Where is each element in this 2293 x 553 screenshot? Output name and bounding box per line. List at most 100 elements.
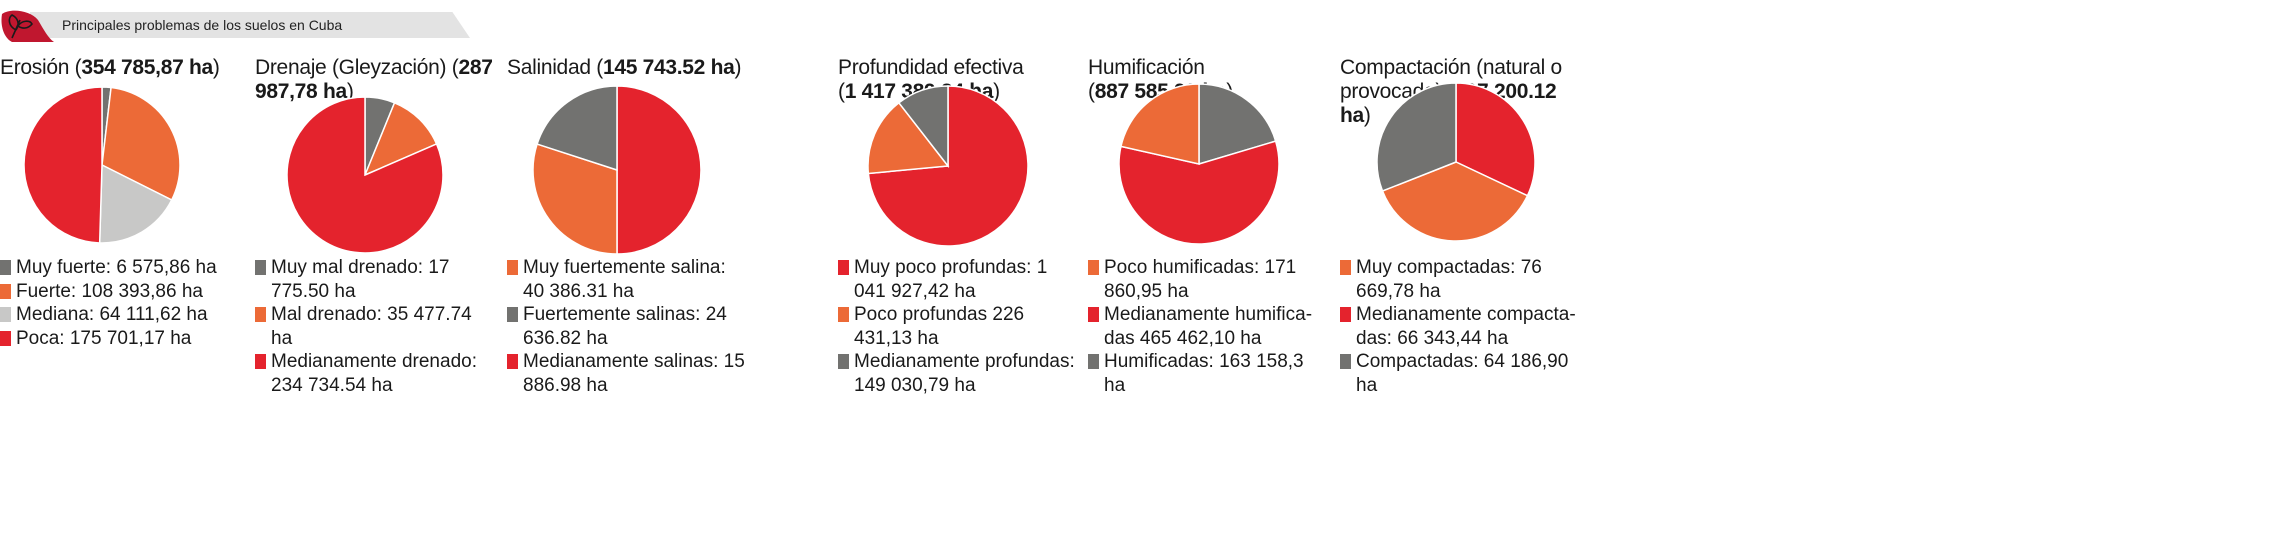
legend: Muy fuerte: 6 575,86 ha Fuerte: 108 393,8…	[0, 256, 250, 350]
legend-swatch	[507, 307, 518, 322]
legend-label: Poco humificadas: 171 860,95 ha	[1104, 257, 1297, 302]
legend-item: Medianamente profundas: 149 030,79 ha	[838, 350, 1078, 397]
title-end: )	[212, 56, 220, 79]
legend: Muy mal drenado: 17 775.50 ha Mal drenado…	[255, 256, 495, 397]
legend-item: Muy poco profundas: 1 041 927,42 ha	[838, 256, 1078, 303]
title-end: )	[734, 56, 742, 79]
title-text: Erosión (	[0, 56, 82, 79]
pie	[867, 85, 1029, 247]
title-end: )	[1363, 104, 1371, 127]
legend-swatch	[1088, 354, 1099, 369]
legend-label: Humificadas: 163 158,3 ha	[1104, 351, 1304, 396]
total-area: 354 785,87 ha	[81, 56, 213, 79]
chart-title: Salinidad (145 743.52 ha)	[507, 56, 757, 80]
legend-item: Fuertemente salinas: 24 636.82 ha	[507, 303, 747, 350]
legend-label: Fuertemente salinas: 24 636.82 ha	[523, 304, 727, 349]
total-area: 145 743.52 ha	[602, 56, 735, 79]
legend-label: Compactadas: 64 186,90 ha	[1356, 351, 1569, 396]
legend-label: Muy compactadas: 76 669,78 ha	[1356, 257, 1542, 302]
pie-slice-1	[1381, 161, 1529, 242]
legend-item: Muy fuerte: 6 575,86 ha	[0, 256, 250, 280]
pie-slice-0	[1455, 82, 1536, 197]
legend-item: Mediana: 64 111,62 ha	[0, 303, 250, 327]
pie	[1118, 83, 1280, 245]
legend-label: Muy poco profundas: 1 041 927,42 ha	[854, 257, 1048, 302]
pie-chart-5: Compactación (natural o provocada) (207 …	[1340, 56, 1580, 128]
legend-item: Medianamente humifica-das 465 462,10 ha	[1088, 303, 1328, 350]
legend-swatch	[0, 260, 11, 275]
title-text: Salinidad (	[507, 56, 603, 79]
title-end: )	[993, 80, 1000, 103]
legend-swatch	[507, 354, 518, 369]
legend: Muy fuertemente salina: 40 386.31 ha Fuer…	[507, 256, 747, 397]
legend-swatch	[507, 260, 518, 275]
legend-swatch	[0, 330, 11, 346]
legend-swatch	[838, 307, 849, 322]
legend-item: Muy compactadas: 76 669,78 ha	[1340, 256, 1580, 303]
legend-swatch	[838, 260, 849, 275]
chart-title: Erosión (354 785,87 ha)	[0, 56, 250, 80]
legend-swatch	[255, 354, 266, 369]
pie-slice-2	[286, 96, 444, 254]
pie-slice-0	[616, 85, 702, 255]
legend-swatch	[0, 307, 11, 322]
legend-item: Poca: 175 701,17 ha	[0, 327, 250, 351]
chart-title: Compactación (natural o provocada) (207 …	[1340, 56, 1580, 128]
legend-item: Poco humificadas: 171 860,95 ha	[1088, 256, 1328, 303]
pie-slice-2	[1120, 83, 1200, 165]
total-area: 287 987,78 ha	[255, 56, 493, 103]
pie-chart-2: Salinidad (145 743.52 ha)	[507, 56, 757, 80]
legend-item: Medianamente drenado: 234 734.54 ha	[255, 350, 495, 397]
legend: Poco humificadas: 171 860,95 ha Medianame…	[1088, 256, 1328, 397]
legend-item: Medianamente salinas: 15 886.98 ha	[507, 350, 747, 397]
title-end: )	[346, 80, 354, 103]
title-text: Profundidad efectiva (	[838, 56, 1024, 103]
chart-title: Drenaje (Gleyzación) (287 987,78 ha)	[255, 56, 495, 104]
pie-slice-2	[536, 85, 618, 172]
legend-label: Poco profundas 226 431,13 ha	[854, 304, 1025, 349]
pie-slice-1	[1118, 140, 1280, 245]
legend-swatch	[1340, 260, 1351, 275]
header-bar	[30, 12, 470, 38]
pie-chart-1: Drenaje (Gleyzación) (287 987,78 ha)	[255, 56, 495, 104]
legend-swatch	[0, 283, 11, 299]
pie-slice-0	[1198, 83, 1277, 166]
legend: Muy compactadas: 76 669,78 ha Medianament…	[1340, 256, 1580, 397]
legend-swatch	[255, 260, 266, 275]
legend-swatch	[1088, 307, 1099, 322]
pie-slice-1	[867, 101, 950, 175]
pie	[532, 85, 702, 255]
legend-label: Muy fuertemente salina: 40 386.31 ha	[523, 257, 726, 302]
legend-swatch	[255, 307, 266, 322]
legend-label: Medianamente drenado: 234 734.54 ha	[271, 351, 477, 396]
pie	[23, 86, 181, 244]
pie-chart-3: Profundidad efectiva (1 417 389,34 ha)	[838, 56, 1078, 104]
legend-label: Medianamente compacta-das: 66 343,44 ha	[1356, 304, 1576, 349]
pie-slice-2	[1376, 82, 1457, 192]
title-text: Drenaje (Gleyzación) (	[255, 56, 459, 79]
pie-slice-1	[532, 143, 618, 255]
legend-label: Medianamente salinas: 15 886.98 ha	[523, 351, 745, 396]
pie-slice-2	[98, 163, 173, 244]
pie	[286, 96, 444, 254]
legend-label: Medianamente profundas: 149 030,79 ha	[854, 351, 1075, 396]
legend-label: Fuerte: 108 393,86 ha	[16, 280, 203, 302]
legend-swatch	[838, 354, 849, 369]
header-title: Principales problemas de los suelos en C…	[62, 17, 343, 33]
tobacco-leaf-icon	[1, 10, 54, 42]
chart-title: Profundidad efectiva (1 417 389,34 ha)	[838, 56, 1078, 104]
legend-swatch	[1340, 354, 1351, 369]
pie-slice-1	[101, 86, 181, 202]
legend-item: Mal drenado: 35 477.74 ha	[255, 303, 495, 350]
pie-slice-1	[363, 101, 438, 177]
legend-item: Muy fuertemente salina: 40 386.31 ha	[507, 256, 747, 303]
legend-swatch	[1340, 307, 1351, 322]
legend-item: Poco profundas 226 431,13 ha	[838, 303, 1078, 350]
legend-label: Medianamente humifica-das 465 462,10 ha	[1104, 304, 1313, 349]
legend-item: Compactadas: 64 186,90 ha	[1340, 350, 1580, 397]
pie-slice-2	[897, 85, 949, 169]
legend-label: Mediana: 64 111,62 ha	[16, 304, 208, 325]
legend-item: Muy mal drenado: 17 775.50 ha	[255, 256, 495, 303]
legend-swatch	[1088, 260, 1099, 275]
pie	[1376, 82, 1536, 242]
